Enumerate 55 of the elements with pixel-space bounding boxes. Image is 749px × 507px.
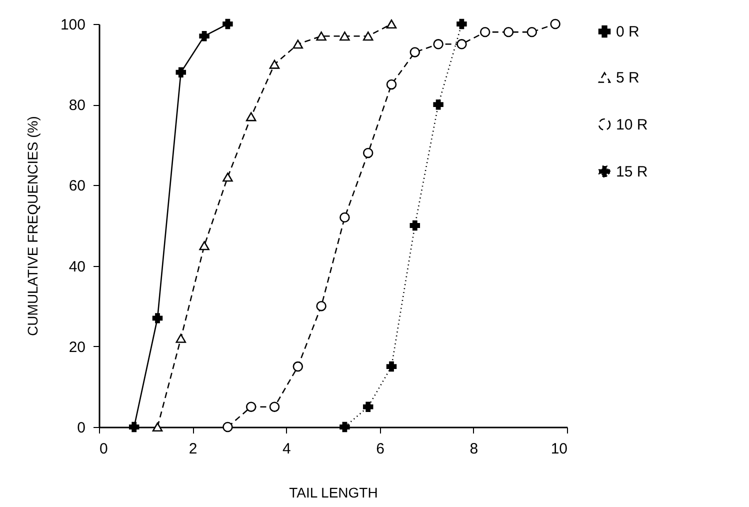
point	[246, 112, 256, 122]
point	[550, 18, 560, 30]
legend-label: 10 R	[616, 116, 648, 134]
point	[362, 148, 374, 158]
point	[176, 67, 186, 78]
point	[410, 47, 420, 58]
x-tick-label: 0	[100, 440, 108, 458]
point	[199, 30, 210, 42]
y-axis-title: CUMULATIVE FREQUENCIES (%)	[24, 116, 40, 336]
y-tick-label: 20	[68, 338, 86, 356]
y-tick-label: 0	[77, 420, 86, 436]
point	[456, 18, 467, 30]
point	[128, 422, 140, 432]
point	[176, 334, 186, 343]
point	[292, 361, 304, 372]
point	[433, 39, 444, 50]
legend-label: 15 R	[616, 164, 648, 180]
point	[222, 422, 233, 432]
point	[340, 422, 350, 432]
point	[362, 32, 374, 41]
point	[340, 212, 350, 223]
x-tick-label: 10	[550, 440, 568, 458]
point	[152, 422, 163, 432]
point	[316, 32, 326, 41]
x-tick-label: 8	[470, 440, 478, 458]
x-tick-label: 4	[282, 440, 291, 458]
point	[433, 99, 444, 110]
point	[316, 300, 326, 312]
x-axis-title: TAIL LENGTH	[289, 484, 378, 500]
y-tick-label: 100	[60, 16, 86, 34]
point	[292, 40, 304, 49]
x-tick-label: 6	[376, 440, 384, 458]
point	[503, 26, 514, 38]
point	[246, 402, 256, 412]
point	[222, 18, 233, 30]
point	[526, 26, 538, 38]
point	[222, 172, 233, 182]
point	[340, 32, 350, 41]
point	[386, 79, 397, 90]
legend-label: 0 R	[616, 24, 640, 40]
point	[456, 39, 467, 50]
point	[362, 402, 374, 412]
y-tick-label: 60	[68, 178, 86, 195]
point	[269, 60, 280, 69]
legend-label: 5 R	[616, 70, 640, 86]
point	[410, 220, 420, 231]
x-tick-label: 2	[188, 440, 198, 458]
y-tick-label: 40	[68, 258, 86, 276]
point	[386, 19, 397, 29]
point	[199, 241, 210, 250]
point	[269, 402, 280, 412]
point	[152, 313, 163, 324]
y-tick-label: 80	[68, 97, 86, 114]
point	[480, 26, 490, 38]
point	[386, 361, 397, 372]
